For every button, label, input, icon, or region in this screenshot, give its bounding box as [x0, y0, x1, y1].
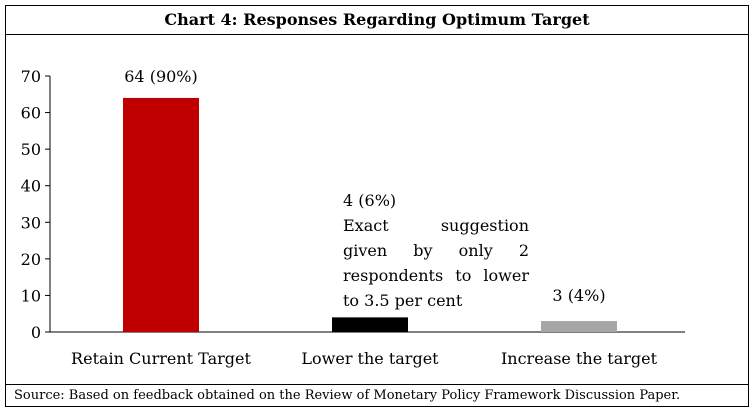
annotation-line: to 3.5 per cent: [343, 291, 463, 310]
annotation-line: given by only 2: [343, 241, 529, 260]
bar-2: [332, 317, 408, 332]
annotation-note: Exact suggestion given by only 2 respond…: [343, 213, 529, 313]
y-tick-label: 20: [21, 250, 41, 269]
y-tick-label: 30: [21, 213, 41, 232]
data-label: 3 (4%): [552, 286, 605, 305]
y-tick-label: 70: [21, 67, 41, 86]
data-label: 4 (6%): [343, 191, 396, 210]
y-tick-label: 10: [21, 286, 41, 305]
chart-title: Chart 4: Responses Regarding Optimum Tar…: [6, 6, 748, 35]
x-category-label: Increase the target: [501, 349, 658, 368]
bar-3: [541, 321, 617, 332]
x-category-label: Lower the target: [301, 349, 439, 368]
data-label: 64 (90%): [124, 67, 198, 86]
y-tick-label: 40: [21, 177, 41, 196]
chart-source-note: Source: Based on feedback obtained on th…: [6, 384, 748, 406]
bar-1: [123, 97, 199, 332]
y-tick-label: 60: [21, 104, 41, 123]
y-tick-label: 50: [21, 140, 41, 159]
y-tick-label: 0: [31, 323, 41, 342]
annotation-line: respondents to lower: [343, 266, 529, 285]
annotation-line: Exact suggestion: [343, 216, 529, 235]
x-category-label: Retain Current Target: [71, 349, 251, 368]
